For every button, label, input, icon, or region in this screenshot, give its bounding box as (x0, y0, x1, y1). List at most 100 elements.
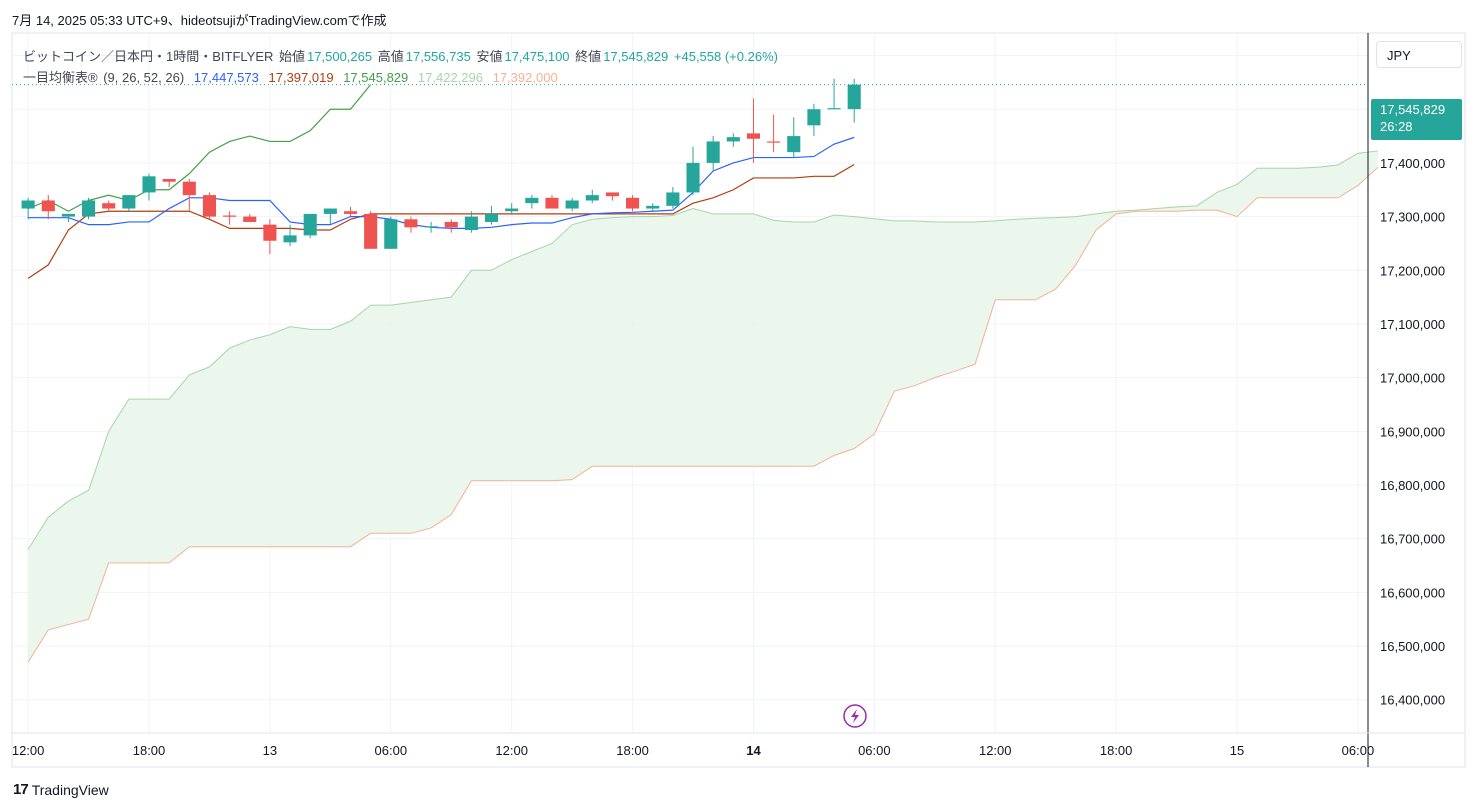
bar-countdown: 26:28 (1380, 119, 1413, 134)
candle-body (384, 219, 398, 249)
candle-body (82, 200, 96, 217)
candle-body (605, 192, 619, 197)
candle-body (122, 195, 136, 209)
cloud-fill (28, 150, 1379, 663)
time-tick-label: 13 (263, 743, 277, 758)
symbol-legend: ビットコイン／日本円・1時間・BITFLYER 始値 17,500,265 高値 1… (23, 46, 780, 65)
open-label: 始値 (279, 49, 306, 64)
high-label: 高値 (377, 49, 404, 64)
candle-body (21, 200, 35, 209)
candle-body (626, 197, 640, 209)
tradingview-logo[interactable]: 17 TradingView (13, 781, 109, 798)
currency-button[interactable]: JPY (1376, 41, 1462, 68)
time-tick-label: 12:00 (495, 743, 528, 758)
indicator-name[interactable]: 一目均衡表® (23, 70, 98, 85)
candle-body (343, 211, 358, 214)
chart-frame (11, 32, 1466, 768)
price-tick-label: 17,200,000 (1380, 263, 1445, 278)
candle-body (223, 215, 237, 217)
candle-body (484, 213, 499, 222)
candle-body (787, 136, 801, 153)
close-value: 17,545,829 (603, 49, 669, 64)
price-tick-label: 16,800,000 (1380, 478, 1445, 493)
high-value: 17,556,735 (405, 49, 471, 64)
chikou-line (27, 84, 372, 212)
time-tick-label: 18:00 (616, 743, 649, 758)
change-value: +45,558 (+0.26%) (673, 49, 778, 64)
candle-body (162, 179, 176, 182)
candle-body (303, 213, 317, 236)
ichimoku-lines (12, 84, 1379, 663)
price-tick-label: 16,900,000 (1380, 424, 1445, 439)
indicator-legend: 一目均衡表® (9, 26, 52, 26) 17,447,573 17,397… (23, 67, 560, 86)
candle-body (444, 221, 458, 228)
snapshot-header: 7月 14, 2025 05:33 UTC+9、hideotsujiがTradi… (12, 13, 387, 28)
last-price-value: 17,545,829 (1380, 102, 1446, 117)
price-tick-label: 17,300,000 (1380, 210, 1445, 225)
lightning-bolt (851, 709, 859, 723)
candle-body (142, 176, 156, 193)
candle-body (746, 133, 761, 139)
candle-body (726, 137, 740, 142)
time-tick-label: 18:00 (133, 743, 166, 758)
candle-body (585, 195, 599, 201)
time-tick-label: 14 (746, 743, 761, 758)
candle-body (827, 108, 841, 110)
time-tick-label: 12:00 (979, 743, 1012, 758)
price-tick-label: 17,400,000 (1380, 156, 1445, 171)
price-tick-label: 16,500,000 (1380, 639, 1445, 654)
time-tick-label: 18:00 (1100, 743, 1133, 758)
time-tick-label: 06:00 (1342, 743, 1375, 758)
close-label: 終値 (575, 49, 602, 64)
tradingview-brand-text: TradingView (31, 781, 109, 798)
candle-body (847, 84, 861, 110)
price-tick-label: 16,600,000 (1380, 585, 1445, 600)
price-tick-label: 16,700,000 (1380, 532, 1445, 547)
candle-body (404, 219, 418, 228)
candle-body (364, 213, 378, 249)
candle-body (666, 192, 680, 206)
span-b-value: 17,392,000 (492, 70, 558, 85)
candle-body (464, 216, 478, 231)
candle-body (505, 208, 519, 212)
open-value: 17,500,265 (307, 49, 373, 64)
candle-body (41, 200, 55, 212)
candle-body (706, 141, 720, 163)
senkou-span-b-line (27, 166, 1379, 663)
candles (21, 78, 861, 255)
last-price-tag: 17,545,829 26:28 (1371, 99, 1462, 140)
kijun-value: 17,397,019 (268, 70, 334, 85)
candle-body (646, 205, 660, 209)
time-tick-label: 15 (1230, 743, 1244, 758)
tenkan-line (28, 136, 855, 229)
candle-body (263, 224, 277, 241)
low-label: 安値 (476, 49, 503, 64)
candle-body (61, 213, 75, 217)
event-marker-group (843, 704, 867, 728)
time-tick-label: 06:00 (375, 743, 408, 758)
chikou-value: 17,545,829 (343, 70, 409, 85)
candle-body (182, 181, 196, 196)
candle-body (283, 235, 297, 243)
candle-body (243, 216, 257, 222)
indicator-params: (9, 26, 52, 26) (103, 70, 185, 85)
low-value: 17,475,100 (504, 49, 570, 64)
tenkan-value: 17,447,573 (193, 70, 259, 85)
price-tick-label: 17,100,000 (1380, 317, 1445, 332)
symbol-title[interactable]: ビットコイン／日本円・1時間・BITFLYER (23, 49, 274, 64)
senkou-span-a-line (27, 150, 1379, 550)
time-tick-label: 12:00 (12, 743, 45, 758)
candle-body (807, 109, 821, 126)
ichimoku-cloud (28, 150, 1379, 663)
tradingview-logo-icon: 17 (13, 781, 29, 798)
candle-body (323, 208, 337, 214)
price-tick-label: 16,400,000 (1380, 693, 1445, 708)
candle-body (565, 200, 579, 209)
span-a-value: 17,422,296 (417, 70, 483, 85)
candle-body (686, 162, 700, 193)
candle-body (202, 195, 217, 217)
candle-body (545, 197, 559, 209)
price-tick-label: 17,000,000 (1380, 371, 1445, 386)
candle-body (424, 226, 438, 228)
